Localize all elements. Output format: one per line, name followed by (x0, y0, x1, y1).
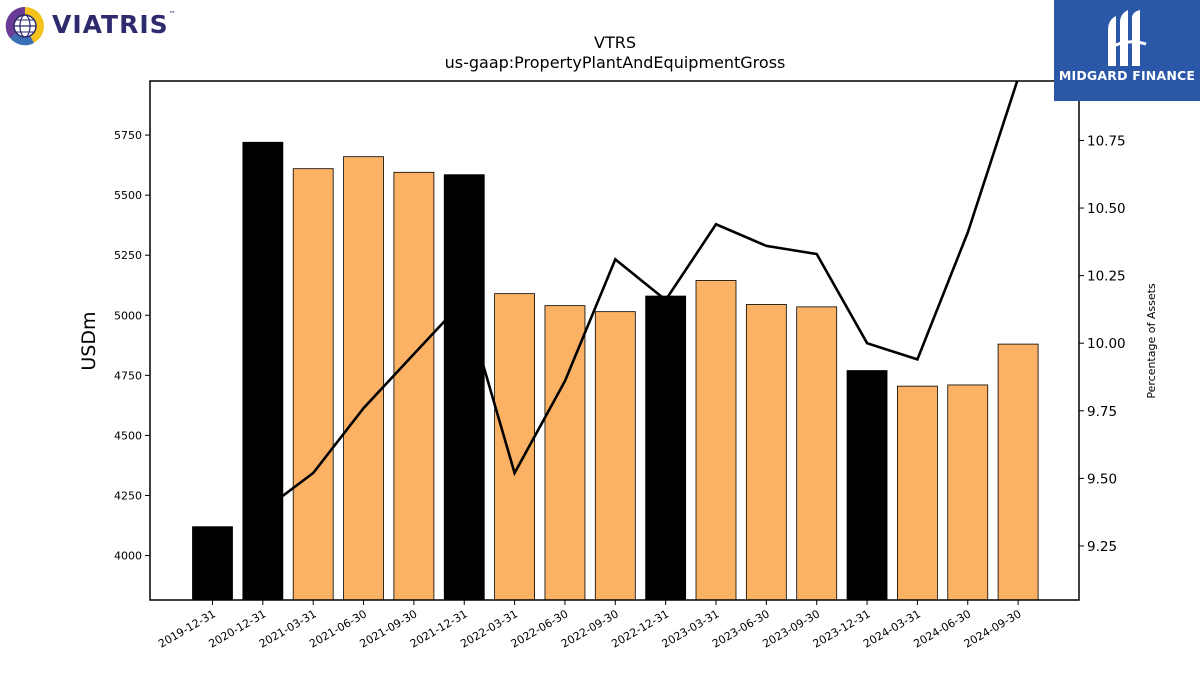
y-tick-4750: 4750 (114, 369, 150, 382)
bar-2019-12-31 (192, 526, 233, 601)
bar-2023-03-31 (695, 280, 737, 601)
svg-text:4500: 4500 (114, 429, 142, 442)
y-tick-5250: 5250 (114, 249, 150, 262)
bar-2020-12-31 (242, 141, 284, 601)
viatris-logo: VIATRIS™ (4, 3, 177, 49)
svg-text:9.75: 9.75 (1087, 404, 1117, 420)
svg-text:5250: 5250 (114, 249, 142, 262)
y-tick-4500: 4500 (114, 429, 150, 442)
y-tick-4250: 4250 (114, 489, 150, 502)
svg-text:10.50: 10.50 (1087, 201, 1126, 217)
bar-2021-09-30 (393, 171, 435, 601)
y-axis: 4000 4250 4500 4750 5000 5250 5500 5750 (114, 129, 150, 563)
bar-2022-12-31 (645, 295, 687, 601)
svg-text:5000: 5000 (114, 309, 142, 322)
bar-2023-06-30 (745, 304, 787, 601)
y-tick-5000: 5000 (114, 309, 150, 322)
y2-tick-9.75: 9.75 (1079, 404, 1117, 420)
y2-tick-9.50: 9.50 (1079, 471, 1117, 487)
line-group (262, 81, 1019, 512)
bar-2022-09-30 (594, 311, 636, 601)
y2-tick-10.00: 10.00 (1079, 336, 1126, 352)
y2-tick-10.50: 10.50 (1079, 201, 1126, 217)
y2-tick-10.25: 10.25 (1079, 269, 1126, 285)
y2-tick-9.25: 9.25 (1079, 539, 1117, 555)
chart-subtitle: us-gaap:PropertyPlantAndEquipmentGross (445, 53, 786, 72)
x-axis: 2019-12-312020-12-312021-03-312021-06-30… (156, 600, 1024, 651)
bar-2021-03-31 (292, 168, 334, 601)
bar-2023-09-30 (796, 306, 838, 601)
trademark-symbol: ™ (168, 10, 177, 18)
svg-text:4750: 4750 (114, 369, 142, 382)
svg-text:5750: 5750 (114, 129, 142, 142)
svg-text:10.00: 10.00 (1087, 336, 1126, 352)
chart-title: VTRS (594, 33, 636, 52)
y-axis-label: USDm (78, 311, 100, 370)
svg-text:4000: 4000 (114, 550, 142, 563)
viatris-logo-text: VIATRIS™ (52, 10, 177, 39)
svg-text:9.50: 9.50 (1087, 471, 1117, 487)
viatris-wordmark: VIATRIS (52, 10, 169, 39)
y2-tick-10.75: 10.75 (1079, 133, 1126, 149)
y-tick-5750: 5750 (114, 129, 150, 142)
svg-text:2024-09-30: 2024-09-30 (962, 607, 1024, 650)
midgard-m-logo-icon (1108, 10, 1147, 66)
svg-text:10.75: 10.75 (1087, 133, 1126, 149)
bar-2023-12-31 (846, 370, 888, 601)
viatris-globe-logo-icon (5, 6, 44, 46)
bars-group (192, 141, 1039, 601)
svg-text:9.25: 9.25 (1087, 539, 1117, 555)
bar-2024-03-31 (897, 385, 938, 601)
bar-2022-06-30 (544, 305, 586, 601)
midgard-logo-text: MIDGARD FINANCE (1058, 68, 1196, 83)
bar-2021-06-30 (343, 156, 384, 601)
y-tick-5500: 5500 (114, 189, 150, 202)
svg-text:10.25: 10.25 (1087, 269, 1126, 285)
y2-axis-label: Percentage of Assets (1145, 283, 1158, 399)
bar-2024-06-30 (947, 384, 989, 601)
y-tick-4000: 4000 (114, 550, 150, 563)
bar-2021-12-31 (443, 174, 485, 601)
y2-axis: 9.25 9.50 9.75 10.00 10.25 10.50 10.75 (1079, 133, 1126, 555)
percentage-line (262, 81, 1019, 512)
bar-2024-09-30 (997, 343, 1039, 601)
plot-frame (149, 80, 1080, 601)
svg-text:4250: 4250 (114, 489, 142, 502)
midgard-finance-logo: MIDGARD FINANCE (1054, 0, 1200, 101)
svg-text:5500: 5500 (114, 189, 142, 202)
x-tick-2024-09-30: 2024-09-30 (962, 600, 1024, 651)
